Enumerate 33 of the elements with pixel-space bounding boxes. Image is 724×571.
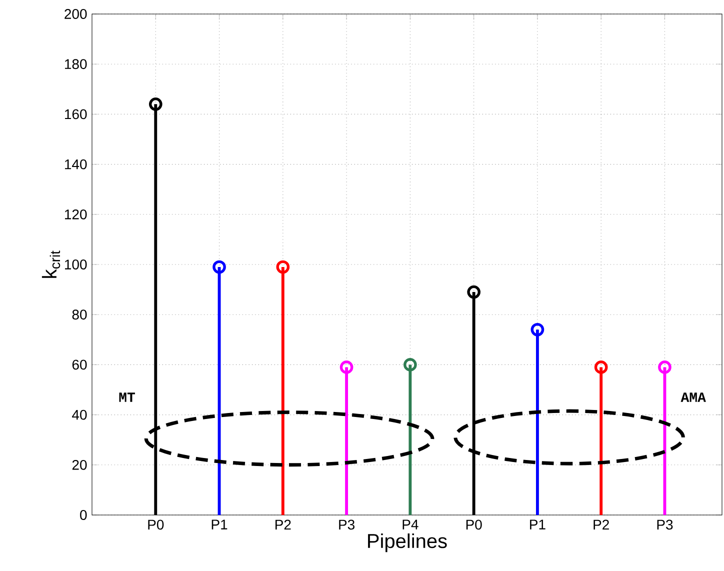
x-axis-title: Pipelines — [368, 533, 447, 552]
point — [212, 260, 226, 274]
y-tick-label: 40 — [72, 410, 87, 420]
point — [658, 360, 672, 374]
point — [467, 285, 480, 299]
y-tick-label: 0 — [80, 510, 87, 520]
y-tick-label: 200 — [64, 9, 87, 19]
y-tick-label: 120 — [65, 209, 87, 220]
x-tick-label: P1 — [530, 520, 546, 530]
y-tick-label: 180 — [65, 59, 87, 70]
point — [530, 322, 544, 336]
point — [340, 360, 354, 374]
x-tick-label: P3 — [657, 520, 673, 530]
x-tick-label: P1 — [212, 520, 228, 530]
y-axis-title: k$_{crit}$ — [42, 250, 60, 278]
y-tick-label: 80 — [72, 310, 87, 320]
x-tick-label: P3 — [339, 520, 354, 530]
annotation: AMA — [680, 392, 706, 402]
x-tick-label: P2 — [275, 520, 291, 530]
y-tick-label: 20 — [72, 460, 87, 470]
point — [594, 360, 608, 374]
x-tick-label: P0 — [148, 520, 164, 530]
y-tick-label: 60 — [72, 360, 87, 370]
y-tick-label: 140 — [65, 159, 87, 170]
x-tick-label: P0 — [466, 520, 482, 530]
y-tick-label: 160 — [65, 109, 87, 120]
point — [276, 260, 290, 274]
y-tick-label: 100 — [65, 260, 87, 270]
point — [404, 358, 417, 372]
annotation: MT — [119, 392, 135, 402]
point — [148, 98, 162, 111]
x-tick-label: P4 — [402, 520, 418, 530]
x-tick-label: P2 — [594, 520, 609, 530]
